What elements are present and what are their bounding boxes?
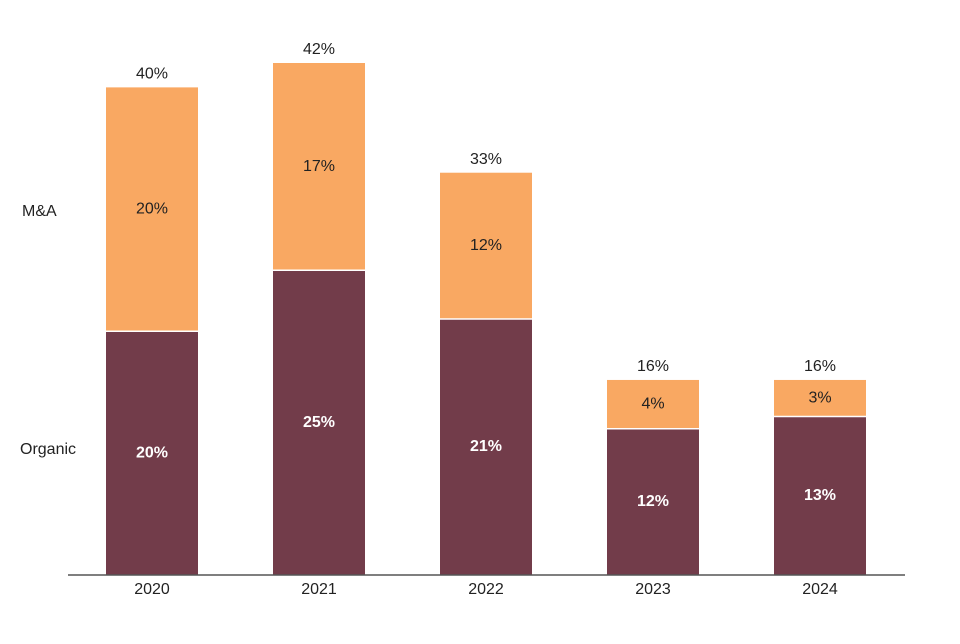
x-tick-label-2020: 2020 (134, 581, 170, 598)
total-label-2023: 16% (637, 358, 669, 375)
series-label-organic: Organic (20, 441, 77, 458)
data-label-ma-2021: 17% (303, 158, 335, 175)
total-label-2024: 16% (804, 358, 836, 375)
x-tick-label-2022: 2022 (468, 581, 504, 598)
total-label-2022: 33% (470, 151, 502, 168)
data-label-ma-2024: 3% (808, 389, 831, 406)
data-label-ma-2022: 12% (470, 237, 502, 254)
bar-organic-2024 (774, 416, 866, 575)
x-tick-label-2023: 2023 (635, 581, 671, 598)
bar-organic-2022 (440, 319, 532, 575)
data-label-organic-2021: 25% (303, 414, 335, 431)
x-tick-label-2024: 2024 (802, 581, 838, 598)
bar-ma-2023 (607, 379, 699, 429)
total-label-2020: 40% (136, 66, 168, 83)
data-label-organic-2023: 12% (637, 493, 669, 510)
data-label-ma-2020: 20% (136, 201, 168, 218)
bar-ma-2022 (440, 172, 532, 319)
x-tick-label-2021: 2021 (301, 581, 337, 598)
data-label-organic-2022: 21% (470, 438, 502, 455)
data-label-ma-2023: 4% (641, 396, 664, 413)
bar-ma-2020 (106, 87, 198, 332)
bar-ma-2021 (273, 63, 365, 271)
bar-organic-2023 (607, 428, 699, 575)
bar-organic-2020 (106, 331, 198, 575)
data-label-organic-2020: 20% (136, 444, 168, 461)
bar-ma-2024 (774, 379, 866, 417)
total-label-2021: 42% (303, 41, 335, 58)
data-label-organic-2024: 13% (804, 487, 836, 504)
bar-organic-2021 (273, 270, 365, 575)
series-label-ma: M&A (22, 203, 57, 220)
